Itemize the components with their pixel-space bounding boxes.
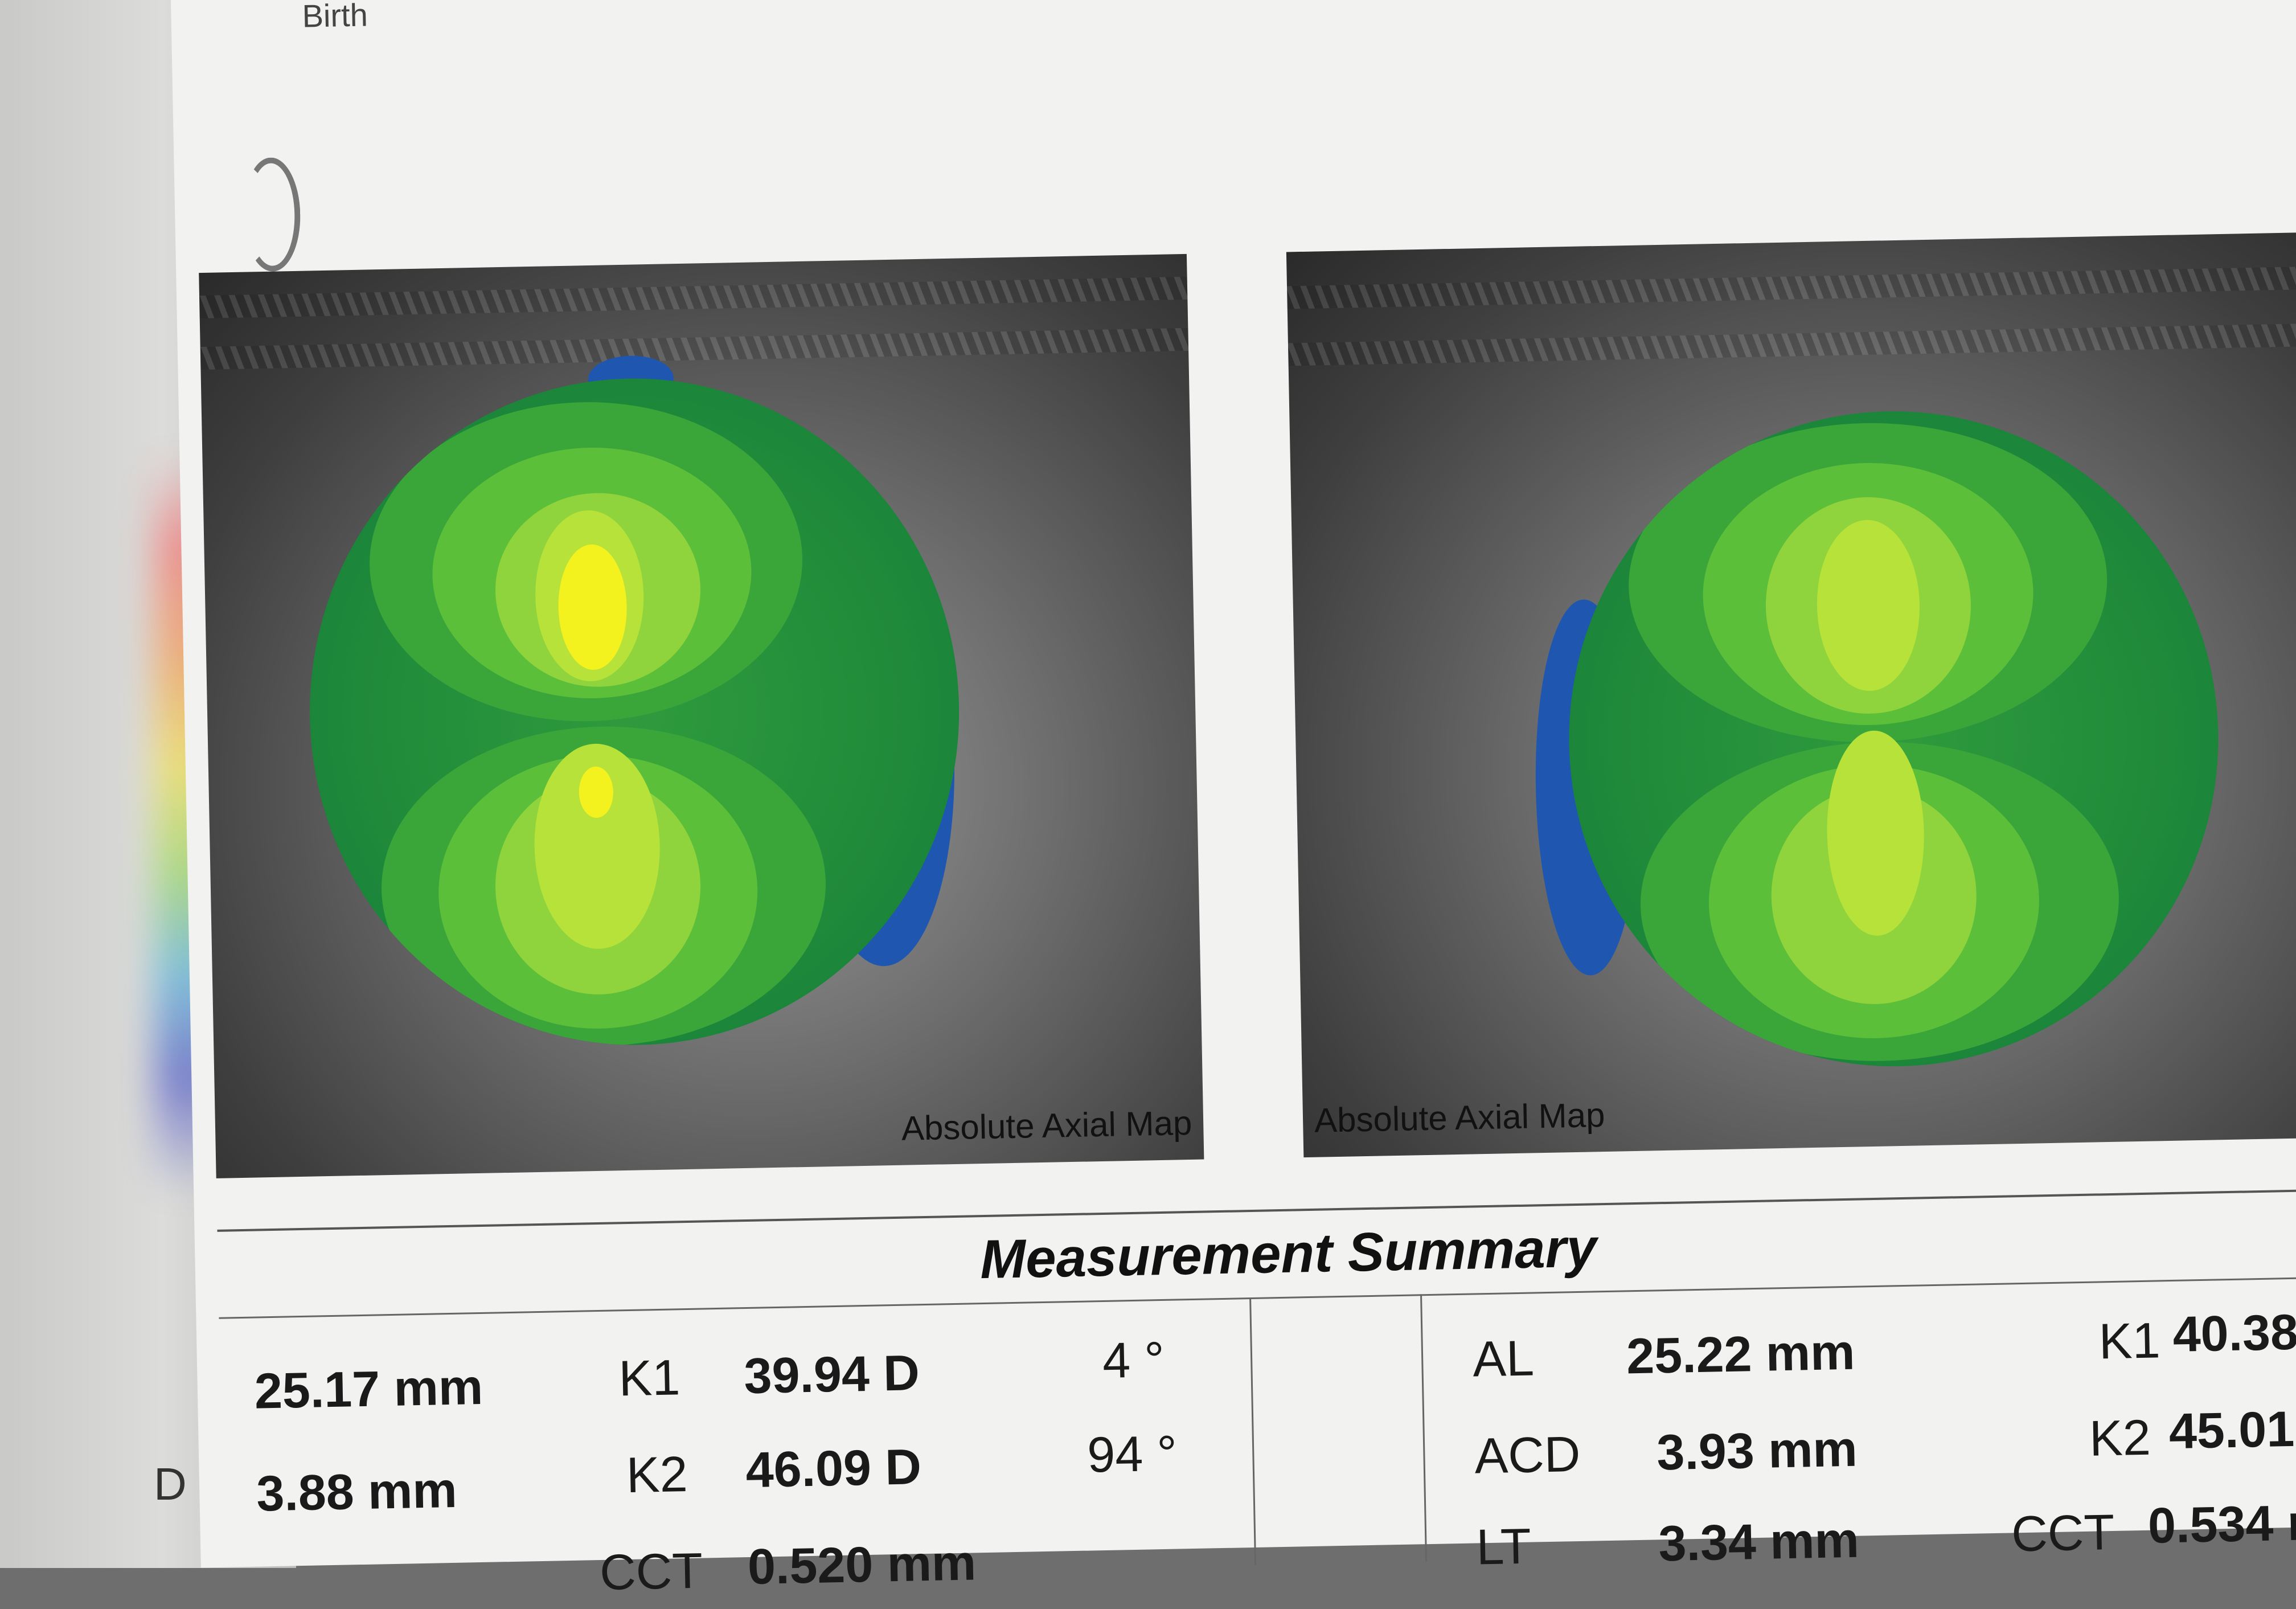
cct-label-right: CCT [2011,1503,2115,1562]
summary-title: Measurement Summary [979,1217,1598,1291]
measurement-summary: Measurement Summary 25.17 mm 3.88 mm K1 … [217,1188,2296,1600]
cct-value-left: 0.520 mm [747,1534,977,1595]
eyelash-texture [1286,322,2296,367]
k2-value-right: 45.01 D [2168,1399,2296,1460]
k1-value-left: 39.94 D [743,1344,920,1405]
k1-label-left: K1 [618,1349,681,1407]
map-caption: Absolute Axial Map [901,1103,1192,1148]
column-divider [1249,1297,1257,1565]
k2-label-left: K2 [625,1446,688,1504]
cct-label-left: CCT [599,1542,703,1601]
map-caption: Absolute Axial Map [1314,1096,1605,1140]
k2-axis-left: 94 ° [1086,1424,1178,1483]
birth-label: Birth [301,0,368,34]
k1-value-right: 40.38 D [2172,1303,2296,1362]
k2-label-right: K2 [2089,1409,2151,1467]
acd-label-right: ACD [1474,1425,1581,1484]
cct-value-right: 0.534 mm [2147,1493,2296,1554]
eyelash-texture [199,327,1204,371]
eyelash-texture [1286,265,2296,310]
al-label-right: AL [1472,1329,1535,1387]
binder-ring-mark [242,157,302,272]
al-value-right: 25.22 mm [1626,1323,1856,1385]
k1-label-right: K1 [2098,1312,2161,1370]
column-divider [1420,1294,1428,1562]
report-page: Birth Absolute Axial Map [171,0,2296,1600]
al-value-left: 25.17 mm [253,1358,483,1419]
lt-value-right: 3.34 mm [1658,1511,1860,1572]
left-page-fragment: D [154,1459,188,1509]
cornea-map [1563,405,2225,1072]
axial-map-right: Absolute Axial Map [1286,232,2296,1158]
eyelash-texture [199,276,1204,320]
lt-label-right: LT [1475,1517,1532,1575]
acd-value-left: 3.88 mm [256,1461,458,1522]
axial-map-left: Absolute Axial Map [199,253,1204,1178]
k2-value-left: 46.09 D [745,1438,922,1499]
acd-value-right: 3.93 mm [1656,1420,1858,1481]
k1-axis-left: 4 ° [1102,1330,1165,1389]
